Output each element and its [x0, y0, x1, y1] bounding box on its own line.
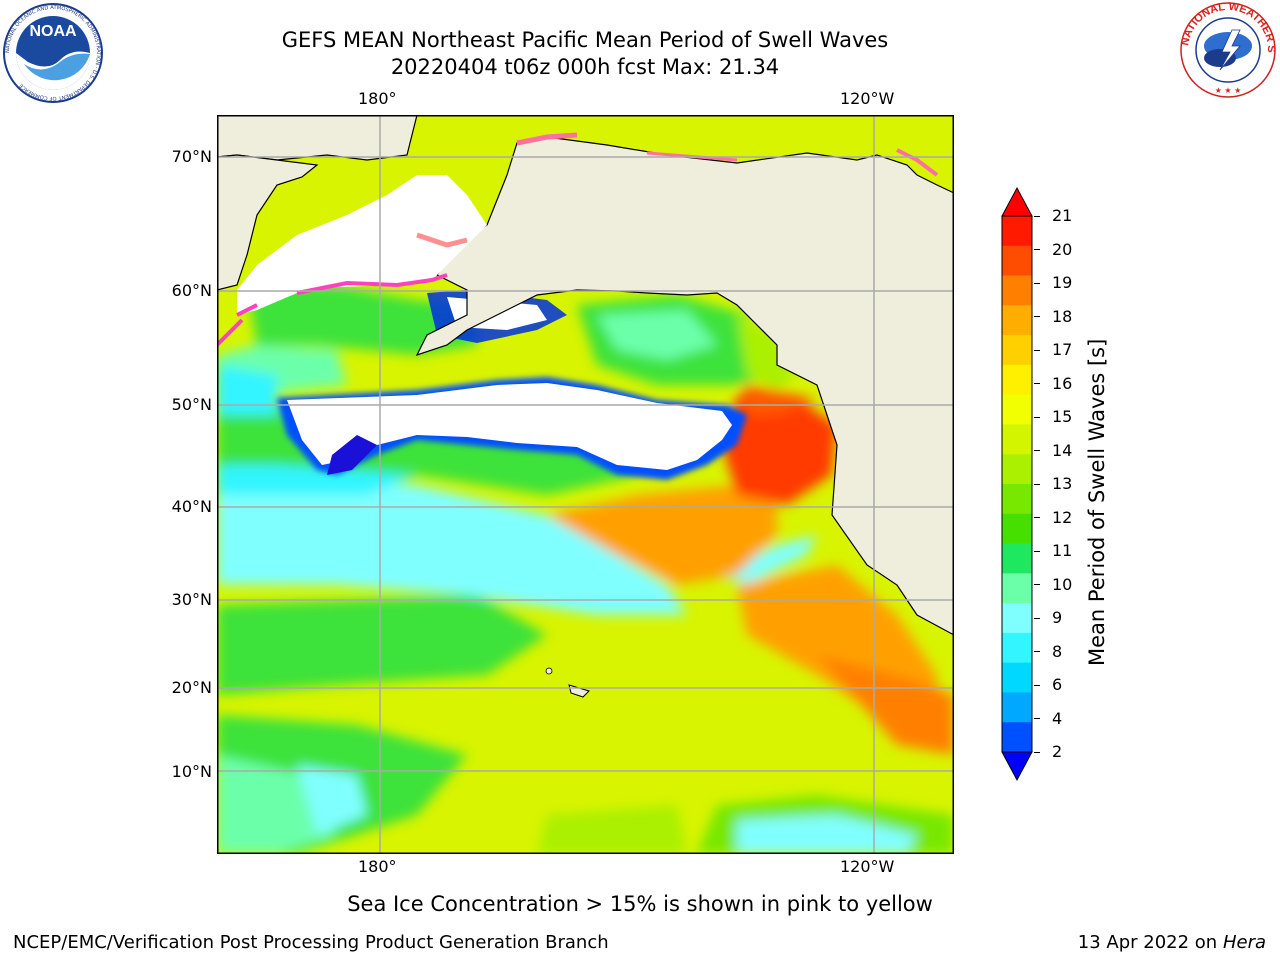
lon-label-bottom-120w: 120°W: [840, 857, 895, 876]
colorbar-segment: [1002, 216, 1032, 247]
colorbar-segment: [1002, 722, 1032, 753]
colorbar-tick-mark: [1034, 450, 1040, 451]
colorbar-segment: [1002, 662, 1032, 693]
colorbar-segment: [1002, 364, 1032, 396]
footer-org: NCEP/EMC/Verification Post Processing Pr…: [13, 932, 609, 953]
colorbar-tick-mark: [1034, 249, 1040, 250]
footer-host: Hera: [1222, 932, 1266, 953]
colorbar-tick-mark: [1034, 550, 1040, 552]
swell-period-map: [217, 115, 954, 854]
lat-label-60n: 60°N: [171, 281, 212, 300]
colorbar-segment: [1002, 513, 1032, 545]
colorbar-tick-label: 18: [1052, 306, 1073, 326]
colorbar-tick-mark: [1034, 617, 1040, 619]
colorbar-tick-mark: [1034, 517, 1040, 518]
colorbar-tick-mark: [1034, 416, 1040, 418]
colorbar-tick-mark: [1034, 383, 1040, 384]
map-gridlines: [217, 115, 954, 854]
colorbar-tick-label: 2: [1052, 742, 1063, 761]
colorbar-tick-label: 11: [1052, 541, 1073, 560]
noaa-logo: NOAA NATIONAL OCEANIC AND ATMOSPHERIC AD…: [3, 3, 103, 103]
map-subtitle: 20220404 t06z 000h fcst Max: 21.34: [390, 55, 780, 79]
sea-ice-note: Sea Ice Concentration > 15% is shown in …: [347, 892, 933, 916]
colorbar-tick-label: 16: [1052, 373, 1073, 393]
lat-label-70n: 70°N: [171, 147, 212, 166]
colorbar-segment: [1002, 245, 1032, 277]
lat-label-50n: 50°N: [171, 395, 212, 414]
lat-label-30n: 30°N: [171, 590, 212, 609]
lon-label-top-180: 180°: [358, 89, 397, 108]
colorbar-tick-label: 6: [1052, 675, 1063, 694]
colorbar-label: Mean Period of Swell Waves [s]: [1085, 338, 1109, 666]
colorbar-tick-label: 17: [1052, 340, 1073, 359]
colorbar-tick-mark: [1034, 584, 1040, 585]
colorbar-segment: [1002, 424, 1032, 455]
colorbar-tick-label: 9: [1052, 608, 1063, 627]
colorbar-segment: [1002, 573, 1032, 604]
lat-label-20n: 20°N: [171, 678, 212, 697]
colorbar-segment: [1002, 543, 1032, 574]
lat-label-10n: 10°N: [171, 762, 212, 781]
colorbar-tick-mark: [1034, 483, 1040, 485]
colorbar-segment: [1002, 394, 1032, 425]
colorbar-tick-mark: [1034, 349, 1040, 351]
noaa-logo-text: NOAA: [29, 23, 77, 40]
colorbar-segment: [1002, 335, 1032, 366]
map-frame: [217, 115, 954, 854]
colorbar-tick-label: 19: [1052, 273, 1073, 292]
colorbar-tick-label: 20: [1052, 239, 1073, 259]
colorbar-tick-mark: [1034, 751, 1040, 753]
colorbar-tick-mark: [1034, 718, 1040, 719]
lat-label-40n: 40°N: [171, 497, 212, 516]
footer-date: 13 Apr 2022 on Hera: [1078, 932, 1266, 954]
colorbar-segment: [1002, 454, 1032, 485]
colorbar: [1001, 186, 1033, 782]
colorbar-segment: [1002, 484, 1032, 515]
colorbar-segment: [1002, 692, 1032, 723]
colorbar-tick-label: 4: [1052, 708, 1063, 728]
siberia-land: [217, 115, 418, 161]
colorbar-tick-mark: [1034, 282, 1040, 284]
footer-date-text: 13 Apr 2022 on: [1077, 932, 1223, 953]
colorbar-tick-label: 13: [1052, 474, 1073, 493]
colorbar-tick-label: 8: [1052, 641, 1063, 661]
colorbar-tick-label: 21: [1052, 206, 1073, 225]
colorbar-tick-mark: [1034, 651, 1040, 652]
lon-label-bottom-180: 180°: [358, 857, 397, 876]
colorbar-tick-mark: [1034, 684, 1040, 686]
nws-logo: NATIONAL WEATHER SERVICE ★ ★ ★: [1178, 0, 1277, 98]
colorbar-tick-label: 10: [1052, 574, 1073, 594]
colorbar-tick-label: 12: [1052, 507, 1073, 527]
colorbar-segment: [1002, 603, 1032, 634]
map-title: GEFS MEAN Northeast Pacific Mean Period …: [281, 28, 889, 52]
colorbar-tick-label: 15: [1052, 407, 1073, 426]
colorbar-segment: [1002, 275, 1032, 306]
colorbar-segment: [1002, 305, 1032, 336]
colorbar-tick-mark: [1034, 215, 1040, 217]
colorbar-tick-label: 14: [1052, 440, 1073, 460]
svg-text:★ ★ ★: ★ ★ ★: [1215, 86, 1242, 95]
lon-label-top-120w: 120°W: [840, 89, 895, 108]
colorbar-segment: [1002, 632, 1032, 664]
colorbar-tick-mark: [1034, 316, 1040, 317]
